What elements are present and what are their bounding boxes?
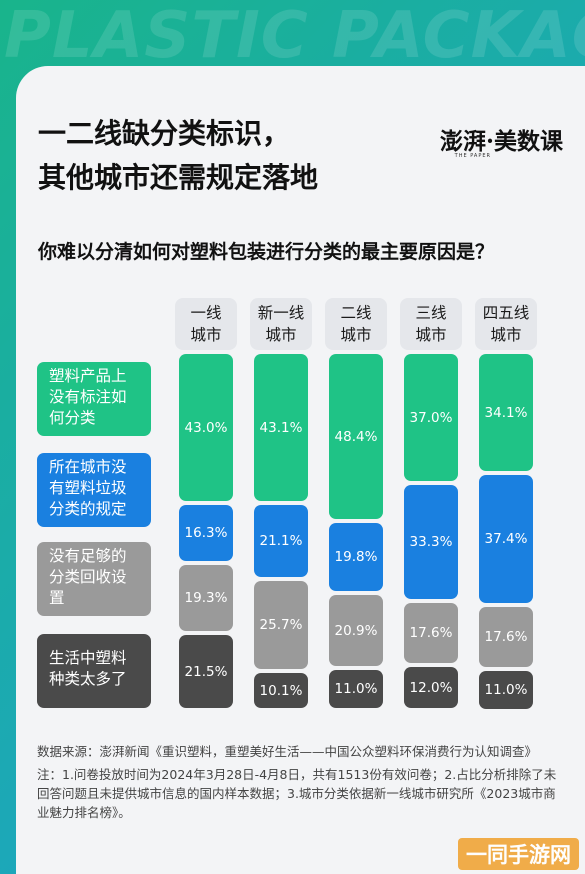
legend-item-text: 置 bbox=[49, 589, 65, 607]
legend-item: 所在城市没有塑料垃圾分类的规定 bbox=[37, 453, 151, 527]
column-header-2: 二线 城市 bbox=[325, 298, 387, 350]
column-header-text: 四五线 bbox=[482, 304, 530, 322]
legend-item-text: 分类的规定 bbox=[49, 500, 127, 518]
legend-item-text: 没有标注如 bbox=[49, 388, 127, 406]
bar-segment: 12.0% bbox=[404, 667, 458, 708]
column-header-text: 城市 bbox=[340, 326, 372, 344]
column-header-text: 二线 bbox=[340, 304, 372, 322]
bar-segment: 37.0% bbox=[404, 354, 458, 481]
column-header-text: 城市 bbox=[190, 326, 222, 344]
bar-segment: 10.1% bbox=[254, 673, 308, 708]
column-header-1: 新一线 城市 bbox=[250, 298, 312, 350]
bar-segment: 21.1% bbox=[254, 505, 308, 577]
bar-segment: 43.0% bbox=[179, 354, 233, 501]
bar-segment: 17.6% bbox=[479, 607, 533, 667]
column-header-text: 城市 bbox=[415, 326, 447, 344]
legend-item: 生活中塑料种类太多了 bbox=[37, 634, 151, 708]
legend-item-text: 分类回收设 bbox=[49, 568, 127, 586]
legend-item-text: 塑料产品上 bbox=[49, 367, 127, 385]
background-title: PLASTIC PACKAGES bbox=[4, 2, 585, 68]
column-header-0: 一线 城市 bbox=[175, 298, 237, 350]
column-header-text: 城市 bbox=[265, 326, 297, 344]
footnotes: 数据来源：澎湃新闻《重识塑料，重塑美好生活——中国公众塑料环保消费行为认知调查》… bbox=[37, 742, 567, 826]
bar-segment: 21.5% bbox=[179, 635, 233, 708]
legend-item-text: 没有足够的 bbox=[49, 547, 127, 565]
bar-segment: 37.4% bbox=[479, 475, 533, 603]
column-header-text: 一线 bbox=[190, 304, 222, 322]
headline-line2: 其他城市还需规定落地 bbox=[38, 161, 319, 194]
column-header-3: 三线 城市 bbox=[400, 298, 462, 350]
brand-logo: 澎湃·美数课 bbox=[439, 128, 563, 155]
bar-segment: 17.6% bbox=[404, 603, 458, 663]
legend-item: 没有足够的分类回收设置 bbox=[37, 542, 151, 616]
survey-question: 你难以分清如何对塑料包装进行分类的最主要原因是？ bbox=[38, 241, 495, 263]
brand-logo-subtext: THE PAPER bbox=[454, 153, 491, 159]
bar-segment: 43.1% bbox=[254, 354, 308, 501]
source-note: 数据来源：澎湃新闻《重识塑料，重塑美好生活——中国公众塑料环保消费行为认知调查》 bbox=[37, 744, 538, 759]
stacked-bar-chart: 一线 城市 43.0% 16.3% 19.3% 21.5% 新一线 城市 43.1% 21.1% 2… bbox=[16, 66, 585, 874]
bar-segment: 16.3% bbox=[179, 505, 233, 561]
column-header-text: 新一线 bbox=[257, 304, 305, 322]
headline-line1: 一二线缺分类标识， bbox=[38, 117, 291, 150]
bar-segment: 48.4% bbox=[329, 354, 383, 519]
bar-segment: 34.1% bbox=[479, 354, 533, 471]
bar-segment: 11.0% bbox=[479, 671, 533, 709]
bar-segment: 11.0% bbox=[329, 670, 383, 708]
column-header-text: 三线 bbox=[415, 304, 447, 322]
bar-segment: 19.8% bbox=[329, 523, 383, 591]
bar-segment: 25.7% bbox=[254, 581, 308, 669]
legend-item-text: 有塑料垃圾 bbox=[49, 479, 127, 497]
legend-item-text: 种类太多了 bbox=[49, 670, 127, 688]
legend-item-text: 生活中塑料 bbox=[49, 649, 127, 667]
column-header-4: 四五线 城市 bbox=[475, 298, 537, 350]
column-header-text: 城市 bbox=[490, 326, 522, 344]
bar-segment: 20.9% bbox=[329, 595, 383, 666]
infographic-card: 一二线缺分类标识， 其他城市还需规定落地 澎湃·美数课 THE PAPER 你难… bbox=[16, 66, 585, 874]
legend-item-text: 何分类 bbox=[49, 409, 96, 427]
headline: 一二线缺分类标识， 其他城市还需规定落地 bbox=[38, 112, 318, 200]
legend-item-text: 所在城市没 bbox=[49, 458, 127, 476]
methodology-note: 注：1.问卷投放时间为2024年3月28日-4月8日，共有1513份有效问卷；2… bbox=[37, 767, 557, 820]
legend-item: 塑料产品上没有标注如何分类 bbox=[37, 362, 151, 436]
bar-segment: 33.3% bbox=[404, 485, 458, 599]
site-watermark: 一同手游网 bbox=[458, 838, 579, 870]
bar-segment: 19.3% bbox=[179, 565, 233, 631]
